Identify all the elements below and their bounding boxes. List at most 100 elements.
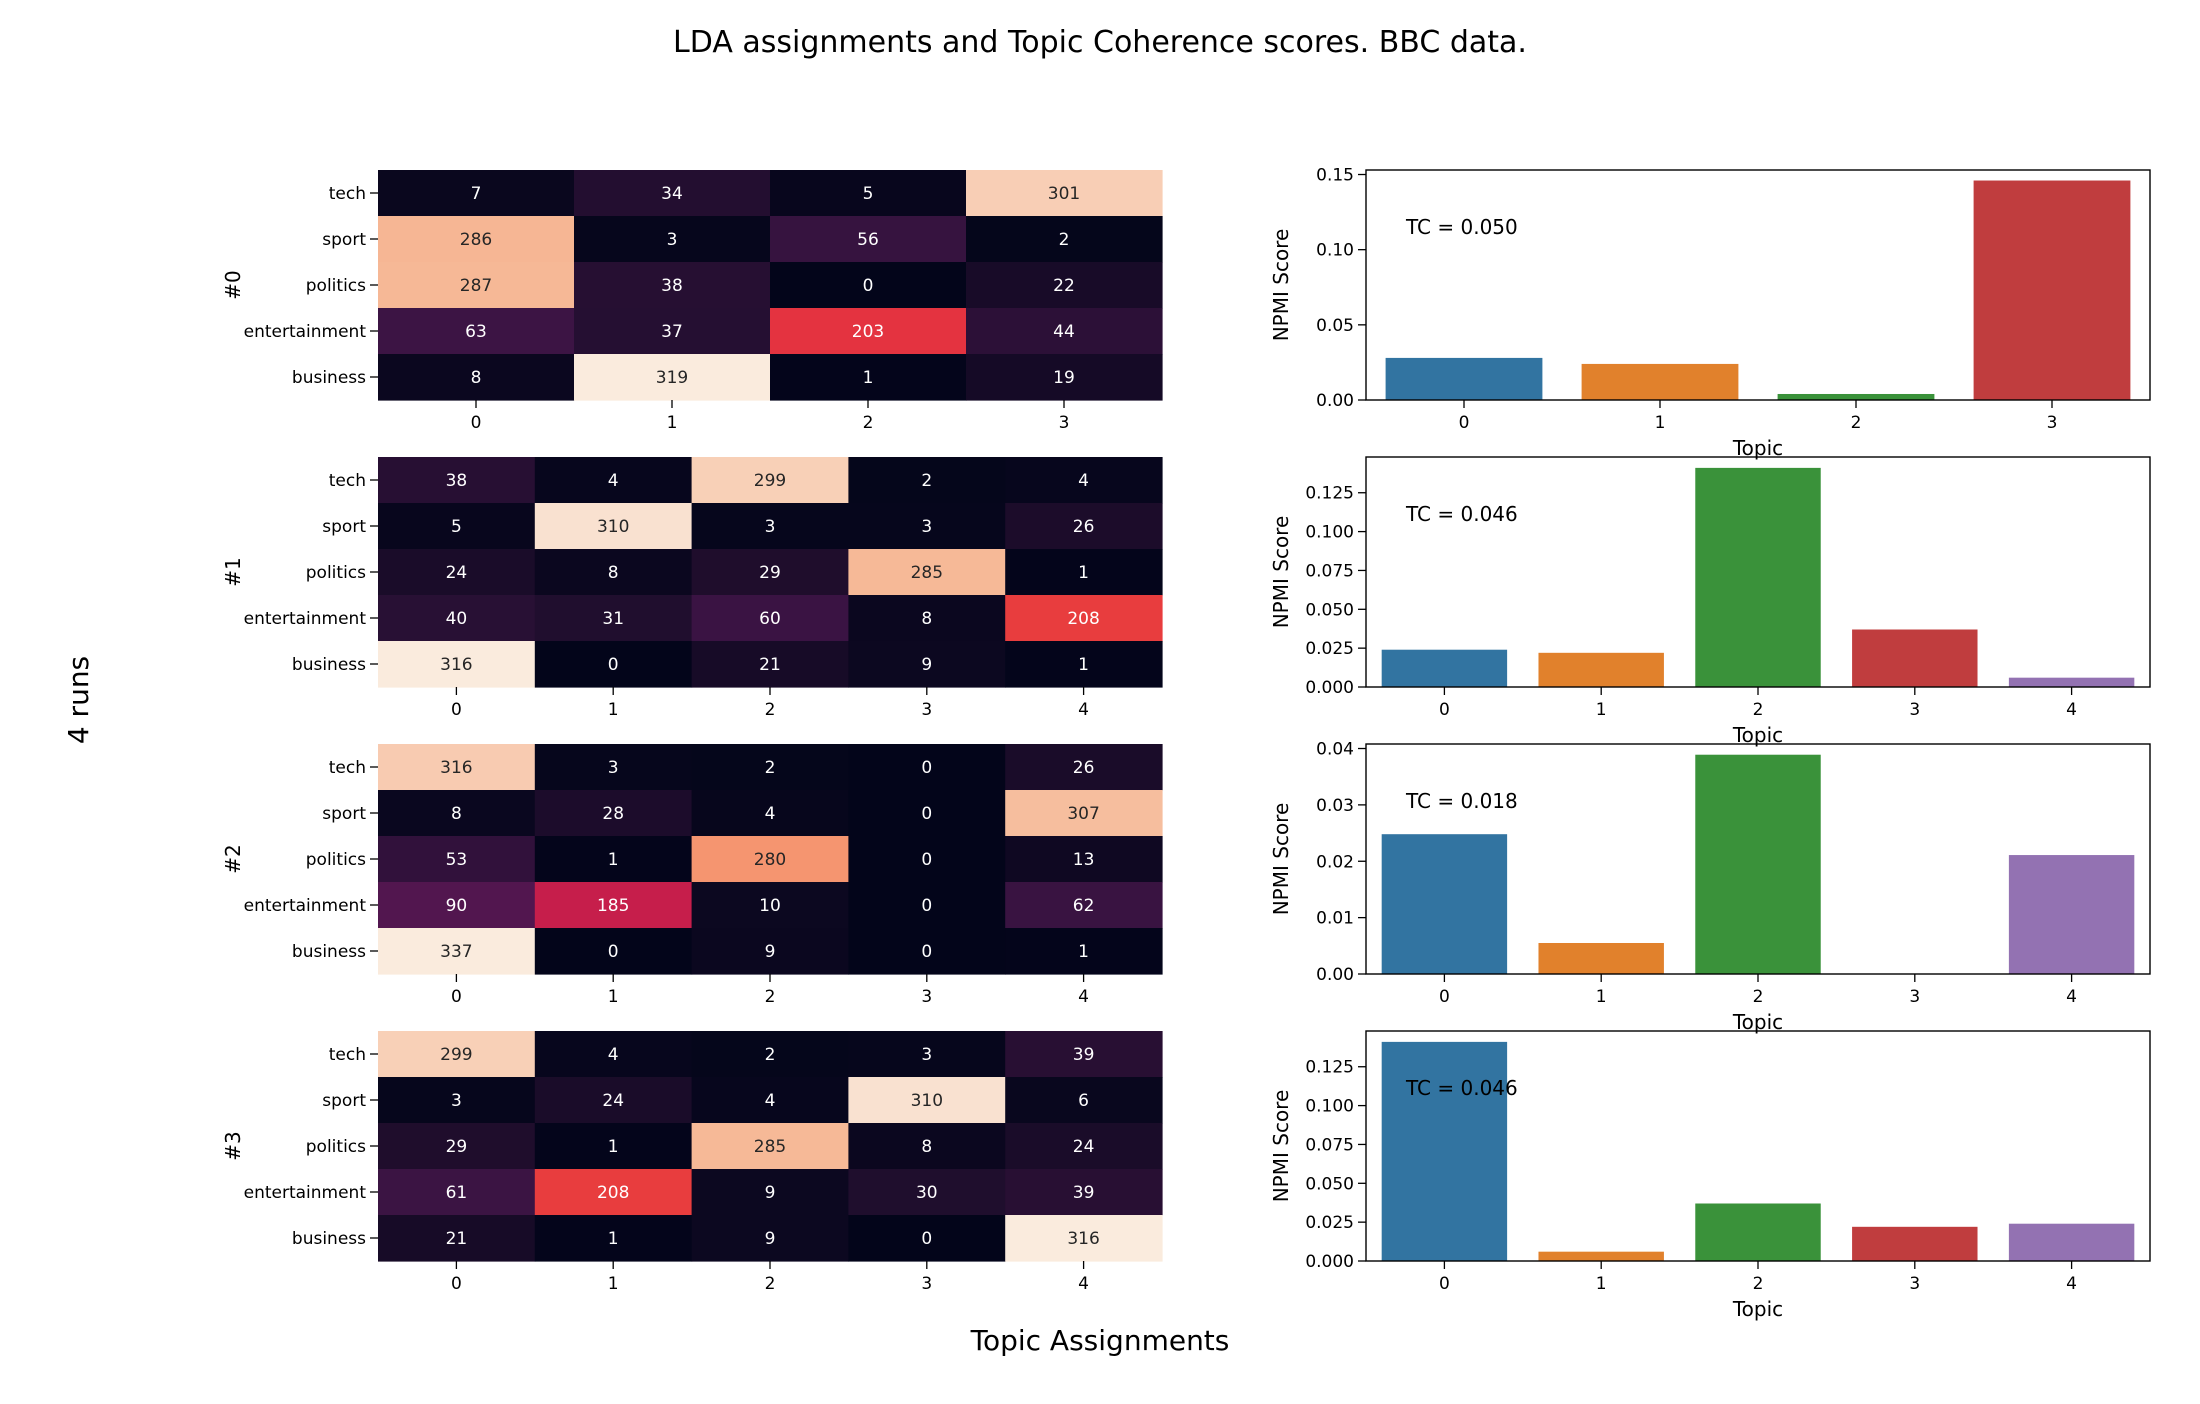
heatmap-cell (378, 1215, 536, 1262)
heatmap-cell (966, 354, 1163, 401)
heatmap-cell-label: 19 (1053, 368, 1075, 388)
heatmap-cell-label: 1 (1078, 942, 1089, 962)
heatmap-col-label: 3 (921, 1274, 932, 1294)
heatmap-row-label: politics (306, 563, 366, 583)
heatmap-cell (691, 882, 849, 929)
heatmap-cell (1005, 1077, 1163, 1124)
heatmap-cell-label: 29 (759, 563, 781, 583)
x-tick-label: 3 (1909, 987, 1920, 1007)
heatmap-cell-label: 0 (921, 942, 932, 962)
heatmap-row-label: sport (322, 804, 366, 824)
npmi-bar (1381, 1041, 1508, 1261)
tc-score-label: TC = 0.050 (1405, 215, 1518, 239)
y-tick-label: 0.025 (1305, 1213, 1354, 1233)
run-label: #0 (221, 270, 245, 299)
y-axis-label: NPMI Score (1269, 1090, 1293, 1203)
heatmap-cell-label: 44 (1053, 322, 1075, 342)
heatmap-cell (848, 1215, 1006, 1262)
heatmap-cell-label: 38 (446, 471, 468, 491)
heatmap-cell (848, 1077, 1006, 1124)
heatmap-cell (574, 216, 771, 263)
tc-score-label: TC = 0.018 (1405, 789, 1518, 813)
heatmap-cell-label: 1 (608, 850, 619, 870)
y-axis-label: NPMI Score (1269, 516, 1293, 629)
run-label: #2 (221, 844, 245, 873)
heatmap-cell-label: 24 (602, 1091, 624, 1111)
axes-frame (1365, 456, 2151, 688)
x-tick-label: 1 (1596, 1274, 1607, 1294)
heatmap-cell (574, 262, 771, 309)
heatmap-cell (534, 595, 693, 642)
heatmap-cell (691, 1169, 849, 1216)
heatmap-cell (848, 836, 1006, 883)
heatmap-cell-label: 31 (602, 609, 624, 629)
x-tick-label: 4 (2066, 987, 2077, 1007)
heatmap-cell (378, 790, 536, 837)
heatmap-cell (378, 216, 575, 263)
tc-score-label: TC = 0.046 (1405, 1076, 1518, 1100)
heatmap-cell-label: 34 (661, 184, 683, 204)
heatmap-cell (378, 549, 536, 596)
heatmap-cell-label: 3 (921, 1045, 932, 1065)
heatmap-cell (378, 641, 536, 688)
heatmap-cell (770, 216, 967, 263)
heatmap-cell (848, 1031, 1006, 1078)
heatmap-cell-label: 8 (921, 609, 932, 629)
heatmap-cell (378, 354, 575, 401)
y-tick-label: 0.050 (1305, 1174, 1354, 1194)
npmi-bar (1973, 180, 2131, 400)
heatmap-cell-label: 319 (656, 368, 688, 388)
heatmap-cell-label: 3 (451, 1091, 462, 1111)
heatmap-row-label: tech (329, 471, 366, 491)
heatmap-cell-label: 8 (608, 563, 619, 583)
heatmap-cell-label: 4 (1078, 471, 1089, 491)
heatmap-cell (534, 641, 693, 688)
heatmap-row-label: entertainment (244, 609, 367, 629)
heatmap-cell-label: 37 (661, 322, 683, 342)
heatmap-cell (534, 1215, 693, 1262)
heatmap-cell-label: 24 (446, 563, 468, 583)
heatmap-cell (1005, 503, 1163, 550)
heatmap-cell (770, 170, 967, 217)
heatmap-cell (378, 744, 536, 791)
npmi-bar (1852, 1226, 1978, 1261)
heatmap-row-label: entertainment (244, 322, 367, 342)
heatmap-cell-label: 29 (446, 1137, 468, 1157)
heatmap-cell-label: 21 (446, 1229, 468, 1249)
heatmap-cell-label: 6 (1078, 1091, 1089, 1111)
heatmap-cell (534, 882, 693, 929)
heatmap-cell (691, 790, 849, 837)
y-tick-label: 0.000 (1305, 678, 1354, 698)
heatmap-cell (770, 262, 967, 309)
heatmap-cell (691, 1215, 849, 1262)
heatmap-cell-label: 4 (765, 804, 776, 824)
heatmap-col-label: 0 (471, 413, 482, 433)
heatmap-cell (574, 170, 771, 217)
x-tick-label: 4 (2066, 1274, 2077, 1294)
heatmap-cell-label: 316 (1067, 1229, 1099, 1249)
heatmap-cell-label: 38 (661, 276, 683, 296)
npmi-bar (2008, 1223, 2135, 1261)
heatmap-col-label: 4 (1078, 987, 1089, 1007)
heatmap-cell-label: 286 (460, 230, 492, 250)
y-tick-label: 0.05 (1316, 316, 1354, 336)
heatmap-row-label: sport (322, 230, 366, 250)
heatmap-cell (534, 1077, 693, 1124)
heatmap-cell-label: 337 (440, 942, 472, 962)
heatmap-cell (770, 354, 967, 401)
heatmap-cell (378, 1031, 536, 1078)
heatmap-cell-label: 24 (1073, 1137, 1095, 1157)
x-tick-label: 0 (1459, 413, 1470, 433)
y-tick-label: 0.04 (1316, 740, 1354, 760)
heatmap-cell-label: 9 (921, 655, 932, 675)
heatmap-cell-label: 1 (1078, 563, 1089, 583)
heatmap-cell (691, 928, 849, 975)
heatmap-cell (1005, 1215, 1163, 1262)
heatmap-cell (534, 744, 693, 791)
heatmap-cell-label: 285 (911, 563, 943, 583)
heatmap-row-label: sport (322, 1091, 366, 1111)
